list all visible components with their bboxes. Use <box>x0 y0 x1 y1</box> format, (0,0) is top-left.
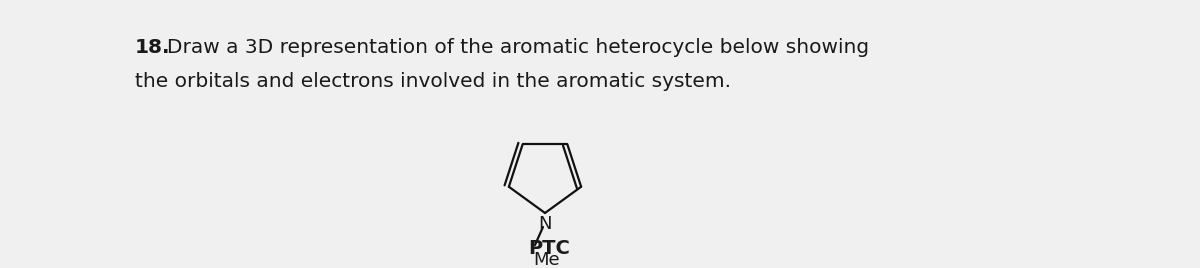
Text: Draw a 3D representation of the aromatic heterocycle below showing: Draw a 3D representation of the aromatic… <box>134 38 869 57</box>
Text: the orbitals and electrons involved in the aromatic system.: the orbitals and electrons involved in t… <box>134 72 731 91</box>
Text: PTC: PTC <box>528 239 570 258</box>
Text: N: N <box>539 215 552 233</box>
Text: Me: Me <box>534 251 560 268</box>
Text: 18.: 18. <box>134 38 170 57</box>
